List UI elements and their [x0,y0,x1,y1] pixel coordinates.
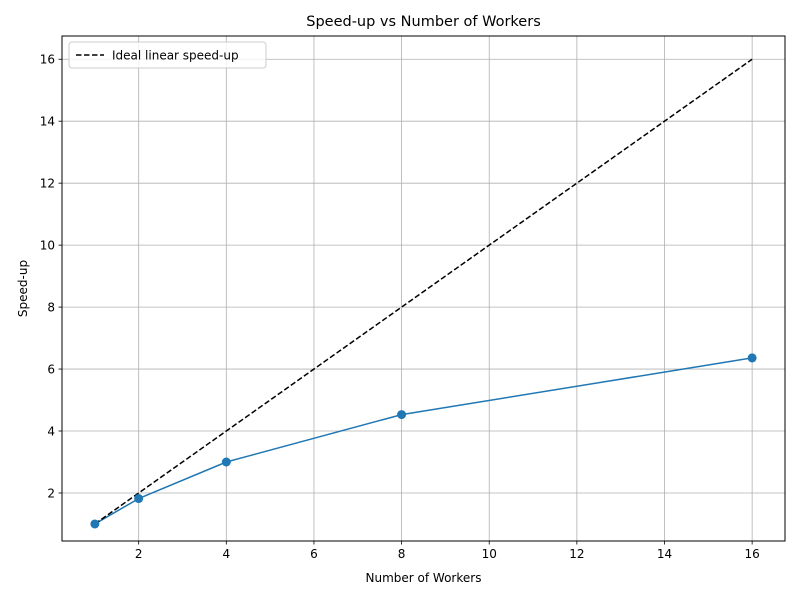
measured-data-point [134,494,144,504]
x-tick-label: 4 [222,547,230,561]
x-tick-label: 14 [657,547,672,561]
x-tick-label: 16 [744,547,759,561]
measured-data-point [221,457,231,467]
x-tick-label: 8 [398,547,406,561]
ticks: 2 4 6 8 10 12 14 16 2 4 6 8 10 12 14 16 [40,53,760,561]
grid [62,36,785,541]
y-tick-label: 4 [47,424,55,438]
y-tick-label: 10 [40,238,55,252]
measured-data-point [747,353,757,363]
plot-frame [61,35,786,542]
legend: Ideal linear speed-up [68,41,267,69]
x-tick-label: 6 [310,547,318,561]
x-axis-label: Number of Workers [366,571,482,585]
y-tick-label: 12 [40,176,55,190]
y-tick-label: 14 [40,114,55,128]
ideal-speedup-line [94,58,753,525]
legend-ideal-label: Ideal linear speed-up [112,49,239,63]
legend-box [68,41,267,69]
x-tick-label: 2 [135,547,143,561]
measured-data-point [397,410,407,420]
y-tick-label: 16 [40,53,55,67]
y-tick-label: 6 [47,362,55,376]
x-tick-label: 12 [569,547,584,561]
series [90,58,757,529]
y-tick-label: 2 [47,486,55,500]
y-axis-label: Speed-up [16,260,30,317]
measured-data-point [90,519,100,529]
x-tick-label: 10 [482,547,497,561]
y-tick-label: 8 [47,300,55,314]
chart-title: Speed-up vs Number of Workers [306,14,541,30]
